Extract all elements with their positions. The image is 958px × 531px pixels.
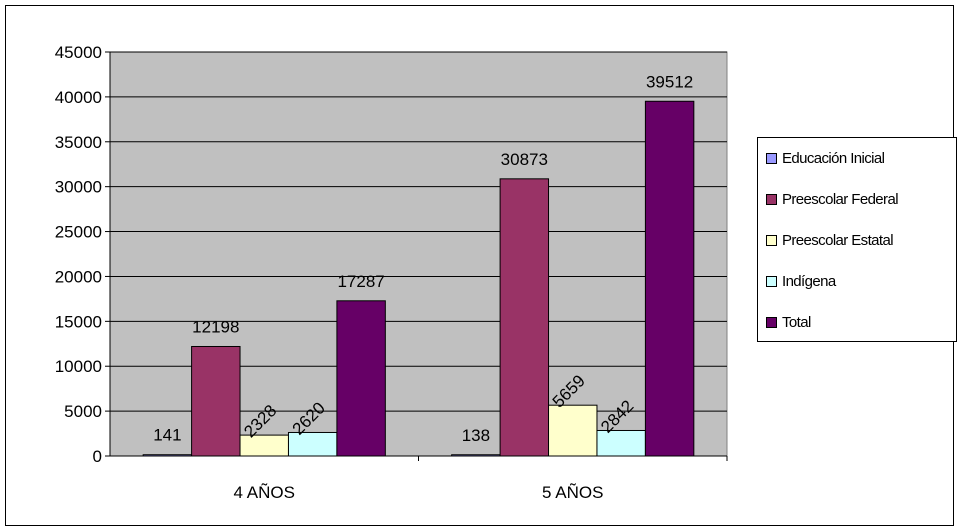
y-tick-label: 10000 <box>55 357 102 376</box>
y-tick-label: 30000 <box>55 178 102 197</box>
legend-label: Preescolar Estatal <box>782 231 894 249</box>
bar <box>644 100 695 457</box>
legend-item: Total <box>766 312 811 332</box>
legend-swatch <box>766 316 777 328</box>
legend-swatch <box>766 275 777 287</box>
x-category-label: 4 AÑOS <box>234 483 295 502</box>
bar <box>191 345 241 457</box>
bar <box>451 454 501 457</box>
legend-swatch <box>766 152 777 164</box>
data-label: 30873 <box>501 150 548 169</box>
y-tick-label: 45000 <box>55 43 102 62</box>
y-tick-label: 15000 <box>55 312 102 331</box>
y-tick-label: 40000 <box>55 88 102 107</box>
bar <box>499 178 550 457</box>
data-label: 138 <box>462 426 490 445</box>
legend-label: Educación Inicial <box>782 149 885 167</box>
bar <box>239 434 289 457</box>
bar <box>596 429 646 457</box>
bar <box>287 431 338 457</box>
legend-item: Educación Inicial <box>766 148 885 168</box>
legend-label: Preescolar Federal <box>782 190 899 208</box>
legend-item: Preescolar Federal <box>766 189 899 209</box>
data-label: 39512 <box>646 72 693 91</box>
y-tick-label: 35000 <box>55 133 102 152</box>
data-label: 12198 <box>192 317 239 336</box>
legend-label: Total <box>782 313 811 331</box>
y-tick-label: 5000 <box>64 402 102 421</box>
legend-swatch <box>766 234 777 246</box>
x-category-label: 5 AÑOS <box>542 483 603 502</box>
legend-item: Preescolar Estatal <box>766 230 894 250</box>
legend-item: Indígena <box>766 271 836 291</box>
legend-label: Indígena <box>782 272 836 290</box>
bar <box>142 454 193 457</box>
bar <box>336 300 386 457</box>
chart-legend: Educación Inicial Preescolar Federal Prees… <box>757 137 957 342</box>
legend-swatch <box>766 193 777 205</box>
y-tick-label: 25000 <box>55 223 102 242</box>
data-label: 141 <box>153 426 181 445</box>
bar <box>548 404 598 457</box>
data-label: 17287 <box>337 272 384 291</box>
y-tick-label: 0 <box>93 447 102 466</box>
y-tick-label: 20000 <box>55 267 102 286</box>
